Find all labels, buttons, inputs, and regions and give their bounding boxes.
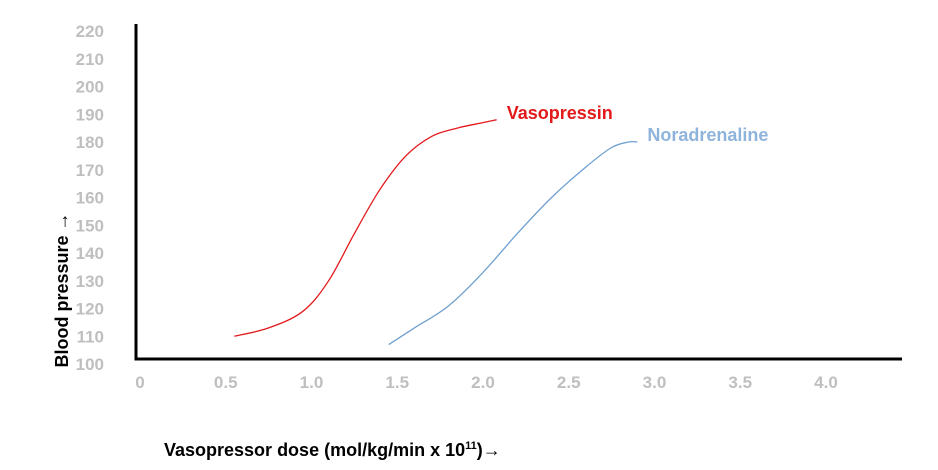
x-axis-label: Vasopressor dose (mol/kg/min x 1011)→: [164, 440, 501, 461]
x-tick-label: 2.0: [471, 373, 495, 392]
series-label-noradrenaline: Noradrenaline: [647, 125, 768, 145]
y-tick-labels: 100 110 120 130 140 150 160 170 180 190 200 210 220: [76, 22, 104, 374]
x-tick-label: 0: [135, 373, 144, 392]
series-lines: [234, 119, 638, 346]
series-line-vasopressin: [234, 119, 497, 337]
y-tick-label: 210: [76, 50, 104, 69]
x-axis-label-suffix: )→: [476, 440, 501, 460]
x-tick-label: 2.5: [557, 373, 581, 392]
y-tick-label: 200: [76, 78, 104, 97]
y-tick-label: 140: [76, 244, 104, 263]
y-tick-label: 110: [77, 327, 104, 346]
y-tick-label: 100: [76, 355, 104, 374]
x-tick-label: 0.5: [214, 373, 238, 392]
x-axis-label-text: Vasopressor dose (mol/kg/min x 10: [164, 440, 466, 460]
x-tick-label: 3.5: [728, 373, 752, 392]
series-line-noradrenaline: [388, 140, 638, 346]
y-tick-label: 150: [76, 216, 104, 235]
x-tick-label: 1.0: [300, 373, 324, 392]
y-tick-label: 130: [76, 272, 104, 291]
y-tick-label: 190: [76, 105, 104, 124]
series-labels: Vasopressin Noradrenaline: [507, 103, 769, 145]
y-tick-label: 120: [76, 300, 104, 319]
series-label-vasopressin: Vasopressin: [507, 103, 613, 123]
y-tick-label: 170: [76, 161, 104, 180]
y-axis-label: Blood pressure →: [52, 212, 72, 367]
x-tick-label: 1.5: [385, 373, 409, 392]
x-tick-label: 4.0: [814, 373, 838, 392]
x-axis-label-exponent: 11: [465, 440, 477, 452]
x-tick-labels: 0 0.5 1.0 1.5 2.0 2.5 3.0 3.5 4.0: [135, 373, 838, 392]
y-tick-label: 180: [76, 133, 104, 152]
x-tick-label: 3.0: [643, 373, 667, 392]
y-tick-label: 160: [76, 189, 104, 208]
y-tick-label: 220: [76, 22, 104, 41]
